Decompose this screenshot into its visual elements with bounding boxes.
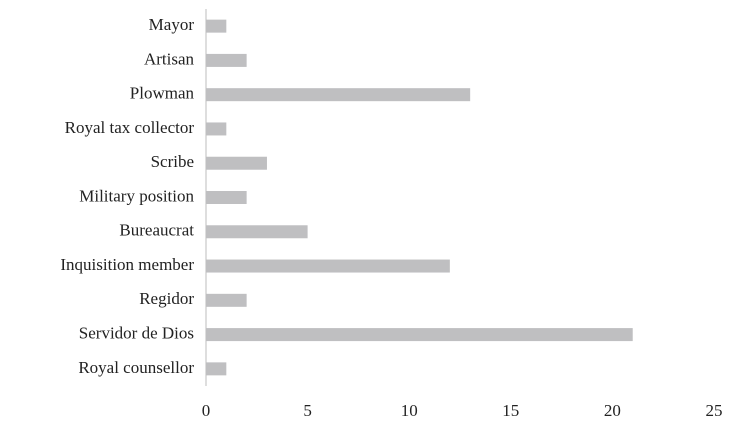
y-tick-label: Bureaucrat	[119, 221, 194, 240]
bar	[206, 156, 267, 170]
x-tick-label: 15	[502, 401, 519, 420]
x-tick-label: 0	[202, 401, 211, 420]
bar	[206, 225, 308, 239]
bar	[206, 191, 247, 204]
bar	[206, 362, 227, 376]
bar	[206, 53, 247, 67]
y-tick-label: Artisan	[144, 49, 195, 68]
x-tick-label: 20	[604, 401, 621, 420]
y-tick-label: Royal counsellor	[78, 358, 194, 377]
y-tick-label: Inquisition member	[60, 255, 194, 274]
bar	[206, 122, 227, 136]
y-tick-label: Plowman	[130, 84, 195, 103]
y-tick-label: Scribe	[151, 152, 194, 171]
y-tick-label: Servidor de Dios	[79, 323, 194, 342]
bar	[206, 293, 247, 307]
x-tick-label: 5	[303, 401, 312, 420]
bar	[206, 259, 450, 273]
bar	[206, 328, 633, 342]
x-tick-label: 10	[401, 401, 418, 420]
y-tick-label: Mayor	[149, 15, 195, 34]
bar	[206, 88, 471, 102]
y-tick-label: Royal tax collector	[65, 118, 195, 137]
y-tick-label: Regidor	[139, 289, 194, 308]
y-tick-label: Military position	[79, 186, 194, 205]
x-tick-label: 25	[706, 401, 723, 420]
bar	[206, 19, 227, 33]
